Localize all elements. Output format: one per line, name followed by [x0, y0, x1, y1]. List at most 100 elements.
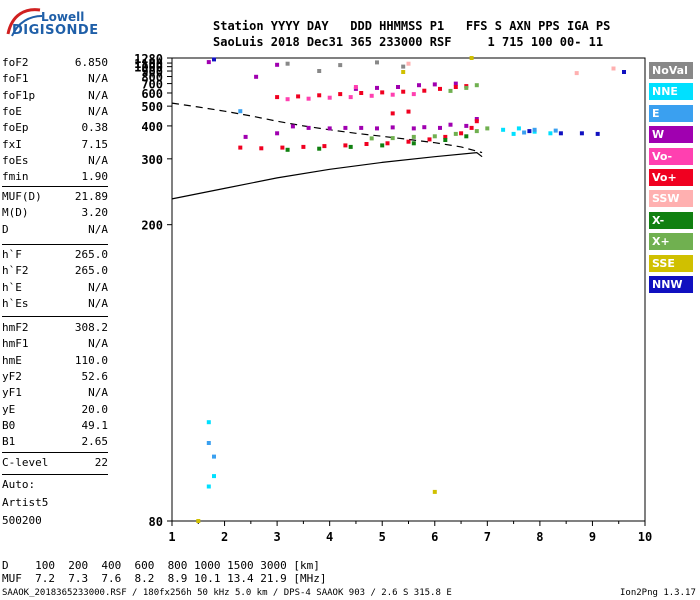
- x-tick-label: 2: [221, 530, 228, 544]
- echo-point: [438, 125, 442, 130]
- echo-point: [485, 126, 490, 131]
- echo-point: [275, 62, 280, 67]
- param-value: N/A: [88, 386, 108, 400]
- param-row: D N/A: [2, 223, 108, 238]
- param-value: N/A: [88, 337, 108, 351]
- logo-digisonde: DIGISONDE: [12, 23, 99, 38]
- param-name: hmF2: [2, 321, 29, 334]
- echo-point: [401, 70, 406, 74]
- software-version: Ion2Png 1.3.17: [620, 588, 696, 598]
- param-row: yE 20.0: [2, 403, 108, 418]
- echo-point: [464, 85, 469, 90]
- y-tick-label: 700: [141, 78, 163, 92]
- echo-point: [438, 86, 442, 91]
- param-name: B0: [2, 418, 16, 432]
- echo-point: [280, 145, 285, 150]
- param-name: foE: [2, 104, 22, 118]
- echo-point: [417, 83, 421, 88]
- echo-point: [238, 145, 243, 150]
- param-value: 265.0: [74, 264, 108, 278]
- param-value: N/A: [88, 280, 108, 294]
- legend-item-xminus: X-: [649, 211, 693, 229]
- param-value: 2.65: [81, 435, 109, 449]
- y-tick-label: 400: [141, 120, 163, 134]
- echo-point: [427, 137, 432, 142]
- x-tick-label: 4: [326, 530, 333, 544]
- echo-point: [411, 126, 416, 131]
- echo-point: [338, 92, 343, 97]
- echo-point: [212, 474, 216, 479]
- echo-point: [338, 63, 343, 68]
- echo-point: [212, 57, 216, 62]
- param-row: foF1p N/A: [2, 89, 108, 104]
- echo-point: [375, 85, 379, 90]
- echo-point: [254, 74, 259, 79]
- x-tick-label: 5: [379, 530, 386, 544]
- echo-point: [595, 131, 600, 136]
- param-row: B1 2.65: [2, 435, 108, 450]
- param-name: h`E: [2, 280, 22, 294]
- header-values: SaoLuis 2018 Dec31 365 233000 RSF 1 715 …: [213, 35, 604, 49]
- echo-point: [443, 138, 448, 142]
- echo-point: [385, 141, 390, 146]
- param-name: h`F2: [2, 264, 29, 278]
- param-value: N/A: [88, 104, 108, 118]
- x-tick-label: 8: [536, 530, 543, 544]
- legend-item-ssw: SSW: [649, 190, 693, 208]
- y-tick-label: 80: [149, 515, 163, 529]
- echo-point: [432, 82, 437, 87]
- file-info: SAAOK_2018365233000.RSF / 180fx256h 50 k…: [2, 588, 452, 598]
- param-row: h`F2 265.0: [2, 264, 108, 279]
- param-value: 308.2: [74, 321, 108, 334]
- param-row: foF1 N/A: [2, 72, 108, 87]
- param-name: D: [2, 222, 9, 236]
- echo-point: [206, 420, 211, 425]
- param-name: yE: [2, 402, 16, 416]
- param-name: hmE: [2, 353, 22, 367]
- echo-point: [464, 123, 469, 128]
- param-row: foE N/A: [2, 105, 108, 120]
- x-tick-label: 7: [484, 530, 491, 544]
- echo-point: [464, 134, 469, 139]
- echo-point: [411, 141, 416, 146]
- echo-point: [317, 93, 322, 98]
- echo-point: [343, 143, 348, 148]
- y-tick-label: 300: [141, 153, 163, 167]
- param-value: N/A: [88, 72, 108, 86]
- echo-point: [501, 127, 506, 132]
- muf-row: MUF 7.2 7.3 7.6 8.2 8.9 10.1 13.4 21.9 […: [2, 572, 327, 585]
- legend-item-w: W: [649, 126, 693, 144]
- echo-point: [353, 85, 358, 89]
- echo-point: [196, 519, 201, 523]
- echo-point: [422, 125, 427, 130]
- param-value: N/A: [88, 222, 108, 236]
- y-tick-label: 600: [141, 87, 163, 101]
- param-name: M(D): [2, 206, 29, 220]
- y-tick-label: 900: [141, 65, 163, 79]
- param-value: 22: [94, 456, 108, 469]
- echo-point: [390, 125, 395, 130]
- echo-point: [406, 109, 411, 114]
- y-tick-label: 800: [141, 71, 163, 85]
- header-columns: Station YYYY DAY DDD HHMMSS P1 FFS S AXN…: [213, 19, 611, 33]
- param-value: 110.0: [74, 353, 108, 367]
- legend-item-nne: NNE: [649, 83, 693, 101]
- echo-point: [579, 131, 584, 136]
- echo-point: [206, 60, 211, 65]
- plot-frame: [171, 57, 646, 522]
- virtual-height-curve: [171, 151, 483, 200]
- param-name: yF1: [2, 386, 22, 400]
- echo-point: [285, 61, 290, 66]
- echo-point: [532, 127, 537, 132]
- param-name: C-level: [2, 456, 49, 469]
- echo-point: [516, 126, 521, 131]
- echo-point: [406, 139, 411, 144]
- param-value: 52.6: [81, 369, 109, 383]
- param-name: foEs: [2, 153, 29, 167]
- param-name: yF2: [2, 369, 22, 383]
- y-tick-label: 1000: [134, 61, 163, 75]
- echo-point: [411, 92, 416, 97]
- param-name: fxI: [2, 137, 22, 151]
- echo-point: [343, 125, 348, 130]
- param-row: C-level 22: [2, 456, 108, 471]
